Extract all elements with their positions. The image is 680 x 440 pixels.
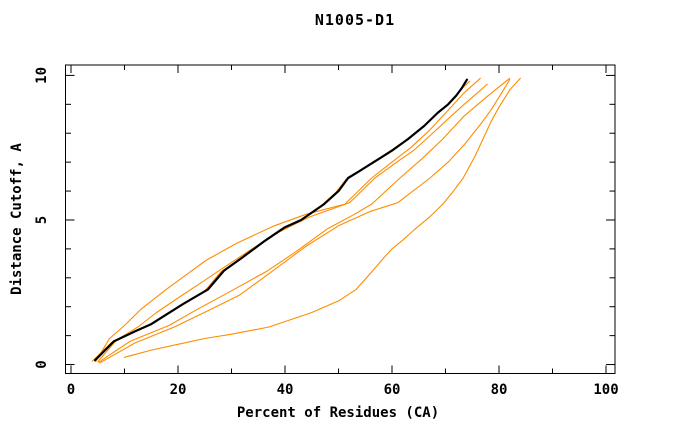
- curve-comparison-model-3: [97, 83, 488, 363]
- x-tick-label: 40: [277, 382, 294, 398]
- x-tick-label: 0: [67, 382, 75, 398]
- x-axis-label: Percent of Residues (CA): [236, 405, 440, 421]
- plot-frame: [65, 64, 616, 374]
- curve-comparison-model-6-outlier: [123, 77, 521, 358]
- curve-comparison-model-5: [99, 79, 511, 364]
- y-axis-label: Distance Cutoff, A: [9, 143, 25, 295]
- curve-comparison-model-4: [98, 77, 511, 363]
- y-tick-label: 5: [34, 216, 50, 224]
- x-tick-label: 20: [170, 382, 187, 398]
- curve-comparison-model-2: [95, 77, 481, 363]
- curve-predicted-model-main: [93, 78, 468, 362]
- y-tick-label: 10: [34, 67, 50, 84]
- curve-comparison-model-1: [91, 80, 471, 362]
- chart-title: N1005-D1: [314, 11, 396, 29]
- x-tick-label: 80: [491, 382, 508, 398]
- x-tick-label: 100: [593, 382, 618, 398]
- x-tick-label: 60: [384, 382, 401, 398]
- y-tick-label: 0: [34, 360, 50, 368]
